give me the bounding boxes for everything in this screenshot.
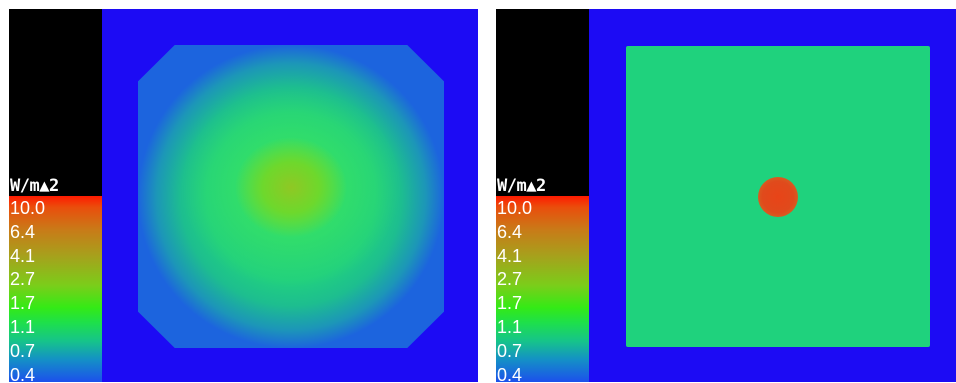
legend-value: 10.0 — [497, 198, 533, 218]
irradiance-field-diffuse — [138, 45, 444, 348]
legend-value: 0.4 — [497, 364, 523, 382]
legend-header-background — [496, 9, 589, 196]
heatmap-panel-left: W/m▲2 10.0 6.4 4.1 2.7 1.7 1.1 0.7 0.4 — [9, 9, 478, 382]
hot-spot — [758, 177, 798, 217]
legend-header-background — [9, 9, 102, 196]
legend-value: 4.1 — [497, 245, 523, 266]
heatmap-panel-right: W/m▲2 10.0 6.4 4.1 2.7 1.7 1.1 0.7 0.4 — [496, 9, 956, 382]
color-scale-bar — [496, 196, 589, 382]
legend-value: 6.4 — [497, 221, 523, 242]
legend-value: 0.7 — [10, 340, 36, 361]
legend-unit-label: W/m▲2 — [10, 176, 59, 196]
legend-value: 0.4 — [10, 364, 36, 382]
legend-unit-label: W/m▲2 — [497, 176, 546, 196]
legend-value: 1.1 — [497, 316, 523, 337]
legend-value: 1.7 — [497, 293, 523, 314]
legend-value: 10.0 — [10, 198, 46, 218]
legend-value: 0.7 — [497, 340, 523, 361]
color-scale-bar — [9, 196, 102, 382]
legend-value: 2.7 — [497, 269, 523, 290]
legend-value: 1.1 — [10, 316, 36, 337]
legend-value-list: 10.0 6.4 4.1 2.7 1.7 1.1 0.7 0.4 — [9, 197, 102, 382]
legend-value: 1.7 — [10, 293, 36, 314]
legend-value: 4.1 — [10, 245, 36, 266]
legend-value: 2.7 — [10, 269, 36, 290]
legend-value: 6.4 — [10, 221, 36, 242]
legend-value-list: 10.0 6.4 4.1 2.7 1.7 1.1 0.7 0.4 — [496, 197, 589, 382]
